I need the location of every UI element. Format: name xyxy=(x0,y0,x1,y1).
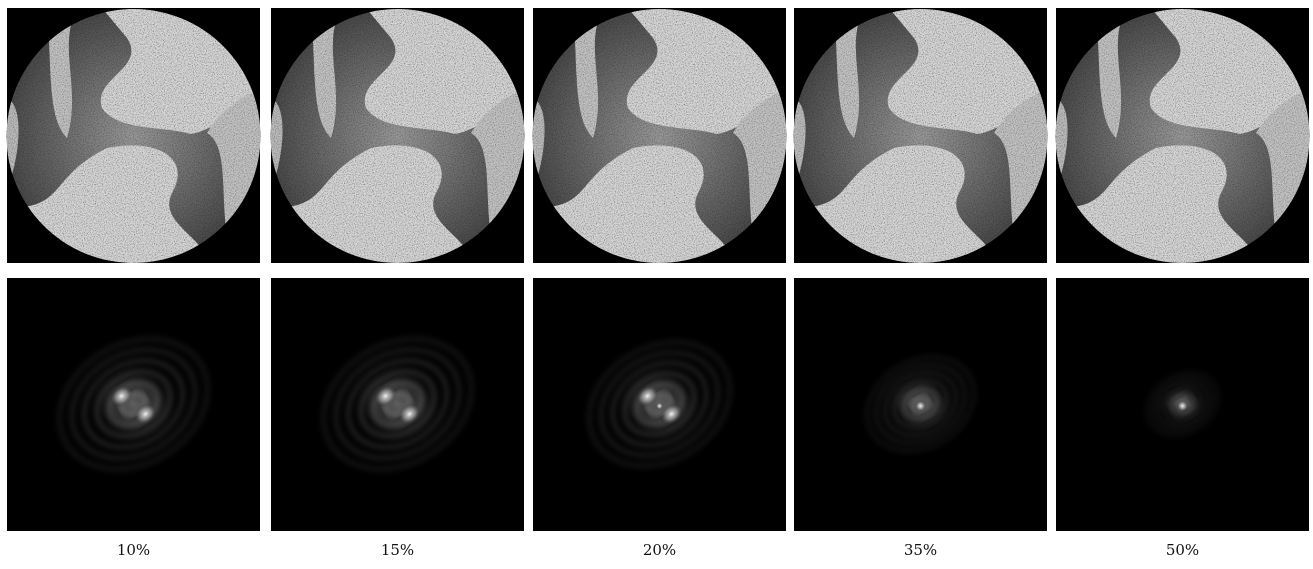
intensity-image xyxy=(794,278,1047,531)
phase-disc xyxy=(533,8,787,263)
intensity-image xyxy=(533,278,786,531)
peak xyxy=(915,400,927,412)
peak xyxy=(656,402,664,410)
panel-label: 15% xyxy=(381,541,414,559)
phase-image xyxy=(533,8,787,263)
halo xyxy=(353,364,443,444)
phase-image xyxy=(1056,8,1310,263)
panel-label: 50% xyxy=(1166,541,1199,559)
intensity-image xyxy=(1056,278,1309,531)
panel-label: 10% xyxy=(117,541,150,559)
phase-disc xyxy=(7,8,261,263)
intensity-image xyxy=(271,278,524,531)
phase-image xyxy=(271,8,525,263)
phase-disc xyxy=(271,8,525,263)
phase-disc xyxy=(1056,8,1310,263)
phase-image xyxy=(7,8,261,263)
panel-label: 35% xyxy=(904,541,937,559)
panel-label: 20% xyxy=(643,541,676,559)
intensity-image xyxy=(7,278,260,531)
halo xyxy=(89,364,179,444)
figure: 10% 15% 20% 35% 50% xyxy=(0,0,1313,565)
phase-image xyxy=(794,8,1048,263)
peak xyxy=(1177,400,1189,412)
phase-disc xyxy=(794,8,1048,263)
